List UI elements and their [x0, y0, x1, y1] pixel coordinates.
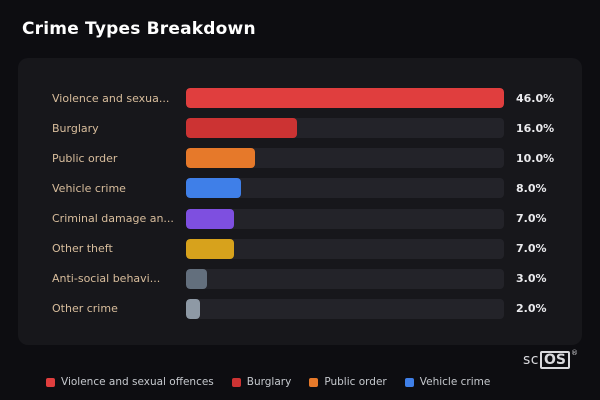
bar-track: [186, 208, 504, 229]
category-label: Public order: [52, 151, 118, 165]
scos-logo: sc OS ®: [523, 348, 578, 369]
bar-track: [186, 268, 504, 289]
bar[interactable]: [186, 238, 235, 259]
chart-row: Other crime 2.0%: [40, 298, 560, 319]
chart-row: Public order 10.0%: [40, 148, 560, 169]
page-title: Crime Types Breakdown: [22, 19, 256, 39]
category-label: Other theft: [52, 242, 113, 256]
legend-label: Burglary: [246, 376, 292, 389]
scos-logo-prefix: sc: [523, 351, 540, 368]
bar-chart: Violence and sexua... 46.0% Burglary 16.0% P…: [40, 88, 560, 319]
bar-track: [186, 238, 504, 259]
legend-item[interactable]: Violence and sexual offences: [46, 376, 214, 388]
value-label: 16.0%: [516, 121, 555, 135]
category-label: Burglary: [52, 121, 99, 135]
bar[interactable]: [186, 208, 235, 229]
bar[interactable]: [186, 118, 297, 139]
chart-row: Anti-social behavi... 3.0%: [40, 268, 560, 289]
value-label: 3.0%: [516, 272, 547, 286]
legend-label: Public order: [324, 376, 387, 389]
category-label: Violence and sexua...: [52, 91, 170, 105]
category-label: Other crime: [52, 302, 118, 316]
legend-item[interactable]: Burglary: [231, 376, 292, 389]
chart-row: Violence and sexua... 46.0%: [40, 88, 560, 108]
legend-swatch-icon: [46, 377, 55, 387]
registered-mark: ®: [571, 348, 578, 357]
value-label: 7.0%: [516, 212, 547, 225]
bar-track: [186, 88, 504, 108]
value-label: 10.0%: [516, 151, 555, 165]
brand-row: sc OS ®: [18, 349, 582, 371]
value-label: 2.0%: [516, 302, 547, 316]
scos-logo-boxed: OS: [540, 350, 570, 369]
legend-item[interactable]: Public order: [309, 376, 387, 389]
bar-track: [186, 178, 504, 199]
legend-label: Vehicle crime: [419, 376, 491, 389]
chart-row: Burglary 16.0%: [40, 118, 560, 139]
category-label: Criminal damage an...: [52, 212, 174, 225]
category-label: Vehicle crime: [52, 181, 126, 195]
chart-row: Criminal damage an... 7.0%: [40, 208, 560, 229]
bar[interactable]: [186, 298, 200, 319]
value-label: 46.0%: [516, 91, 555, 105]
bar[interactable]: [186, 148, 256, 169]
bar[interactable]: [186, 88, 504, 108]
chart-legend: Violence and sexual offences Burglary Publ…: [18, 372, 582, 392]
category-label: Anti-social behavi...: [52, 272, 161, 286]
chart-row: Vehicle crime 8.0%: [40, 178, 560, 199]
legend-swatch-icon: [231, 377, 241, 387]
value-label: 8.0%: [516, 181, 547, 195]
chart-row: Other theft 7.0%: [40, 238, 560, 259]
legend-swatch-icon: [309, 377, 319, 387]
legend-swatch-icon: [404, 377, 414, 387]
value-label: 7.0%: [516, 242, 547, 256]
bar-track: [186, 118, 504, 139]
legend-item[interactable]: Vehicle crime: [404, 376, 491, 389]
legend-label: Violence and sexual offences: [61, 376, 214, 389]
bar-track: [186, 298, 504, 319]
bar[interactable]: [186, 268, 207, 289]
bar-track: [186, 148, 504, 169]
chart-card: Violence and sexua... 46.0% Burglary 16.0% P…: [18, 58, 582, 345]
bar[interactable]: [186, 178, 242, 199]
